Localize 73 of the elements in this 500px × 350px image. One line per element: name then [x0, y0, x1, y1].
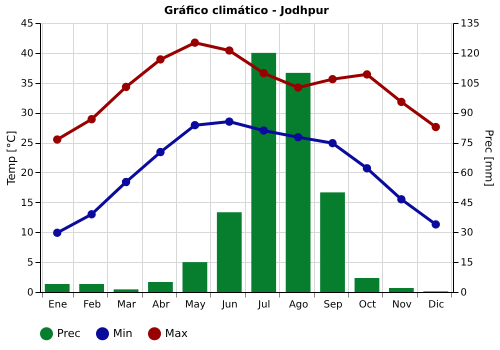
bar	[354, 278, 380, 292]
y2-tick-label: 60	[460, 168, 474, 179]
point	[122, 82, 130, 92]
bar	[216, 212, 242, 292]
point	[53, 135, 62, 144]
point	[87, 115, 96, 124]
x-tick-label: Mar	[117, 300, 137, 310]
x-tick-label: Feb	[83, 300, 101, 310]
point	[53, 228, 62, 237]
point	[260, 69, 268, 78]
y2-tick-label: 45	[460, 198, 474, 209]
y-tick-label: 40	[20, 48, 34, 60]
y-tick-label: 15	[20, 198, 34, 209]
point	[156, 148, 165, 156]
y-tick-label: 30	[20, 108, 34, 120]
y-axis-title: Temp [°C]	[4, 130, 18, 186]
point	[432, 220, 440, 229]
x-tick-label: Dic	[428, 300, 444, 310]
x-tick-label: Sep	[324, 300, 342, 310]
bar	[79, 284, 104, 292]
point	[190, 38, 200, 47]
point	[294, 133, 302, 142]
bar	[182, 262, 208, 292]
bar	[286, 72, 311, 292]
legend-label: Prec	[57, 326, 81, 340]
point	[156, 55, 165, 64]
y2-tick-label: 135	[460, 18, 480, 30]
x-tick-label: Jun	[220, 300, 238, 310]
point	[260, 126, 268, 135]
chart-title: Gráfico climático - Jodhpur	[164, 4, 330, 17]
point	[362, 164, 372, 172]
y2-tick-label: 0	[460, 288, 467, 298]
legend-label: Min	[113, 326, 133, 340]
x-tick-label: Abr	[152, 300, 170, 310]
point	[397, 98, 406, 106]
y-tick-label: 5	[27, 258, 34, 269]
bar	[251, 52, 276, 292]
x-tick-label: Jul	[257, 300, 270, 310]
y-tick-label: 20	[20, 168, 34, 179]
y-tick-label: 0	[27, 288, 34, 298]
x-tick-label: May	[185, 300, 206, 310]
x-tick-label: Nov	[392, 300, 412, 310]
y-tick-label: 25	[20, 138, 34, 150]
y2-tick-label: 105	[460, 78, 480, 90]
point	[432, 122, 440, 132]
bar	[320, 192, 345, 292]
bar	[388, 288, 414, 292]
legend-label: Max	[165, 326, 188, 340]
y-tick-label: 45	[20, 18, 34, 30]
point	[294, 83, 302, 92]
bar	[44, 284, 70, 292]
x-tick-label: Ene	[48, 300, 68, 310]
point	[225, 46, 234, 55]
point	[328, 75, 337, 84]
x-tick-label: Oct	[358, 300, 376, 310]
point	[362, 70, 372, 79]
bar	[148, 282, 173, 292]
y2-tick-label: 30	[460, 228, 474, 239]
point	[190, 121, 200, 130]
point	[122, 178, 130, 186]
bar	[114, 289, 138, 292]
y2-tick-label: 90	[460, 108, 474, 120]
y2-tick-label: 15	[460, 258, 474, 269]
y2-tick-label: 120	[460, 48, 480, 60]
y2-axis-title: Prec [mm]	[482, 129, 496, 187]
point	[328, 138, 337, 148]
y-tick-label: 35	[20, 78, 34, 90]
point	[87, 210, 96, 218]
point	[225, 117, 234, 126]
point	[397, 195, 406, 204]
y2-tick-label: 75	[460, 138, 474, 150]
y-tick-label: 10	[20, 228, 34, 239]
x-tick-label: Ago	[288, 300, 308, 310]
